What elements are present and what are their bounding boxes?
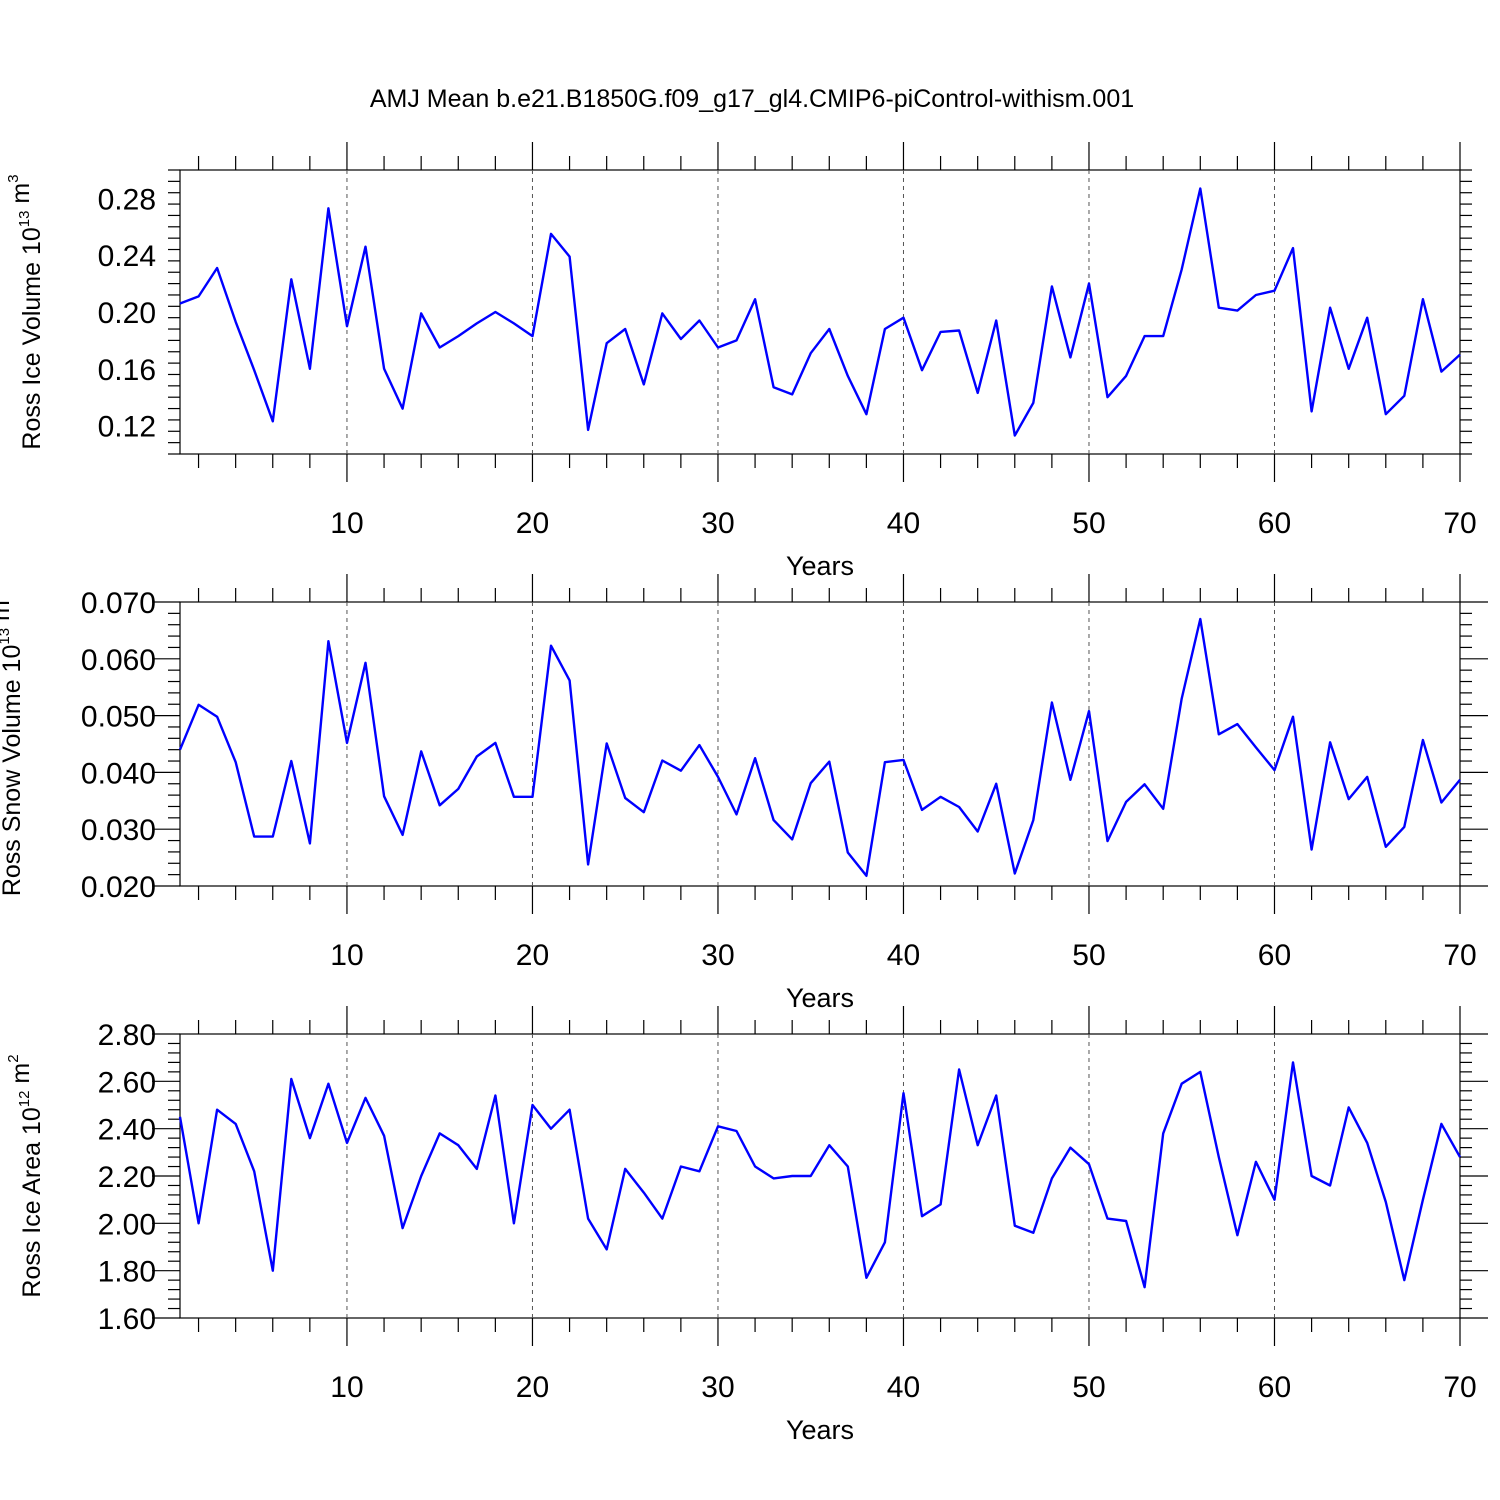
- y-axis-title-part: Ross Snow Volume 10: [0, 645, 26, 897]
- y-tick-label: 1.60: [98, 1303, 156, 1336]
- y-axis-title: Ross Ice Area 1012 m2: [5, 1054, 46, 1297]
- y-axis-title: Ross Ice Volume 1013 m3: [5, 174, 46, 449]
- x-tick-label: 10: [330, 507, 363, 540]
- y-tick-label: 2.40: [98, 1114, 156, 1147]
- panel-2: 0.020 0.030 0.040 0.050 0.060 0.070 10 20 30 40 50…: [0, 574, 1488, 1013]
- x-tick-label: 60: [1258, 507, 1291, 540]
- y-tick-label: 0.050: [81, 701, 156, 734]
- y-tick-label: 0.070: [81, 587, 156, 620]
- y-tick-label: 0.040: [81, 757, 156, 790]
- x-tick-label: 40: [887, 1371, 920, 1404]
- y-tick-label: 2.20: [98, 1161, 156, 1194]
- y-tick-label: 0.28: [98, 183, 156, 216]
- x-axis-title: Years: [786, 983, 854, 1013]
- y-axis-title-superscript: 2: [5, 1054, 22, 1062]
- x-tick-label: 70: [1443, 939, 1476, 972]
- y-axis-title-superscript: 3: [5, 174, 22, 182]
- y-axis-title-part: m: [7, 1063, 35, 1091]
- y-axis-title-part: m: [7, 183, 35, 211]
- plot-frame: [179, 1033, 1461, 1319]
- x-tick-label: 50: [1072, 507, 1105, 540]
- y-tick-label: 1.80: [98, 1256, 156, 1289]
- x-tick-label: 70: [1443, 1371, 1476, 1404]
- y-tick-label: 0.20: [98, 297, 156, 330]
- chart-title: AMJ Mean b.e21.B1850G.f09_g17_gl4.CMIP6-…: [370, 85, 1134, 113]
- panel-1: 0.12 0.16 0.20 0.24 0.28 10 20 30 40 50 60 70 Years R…: [5, 142, 1477, 581]
- x-tick-label: 30: [701, 939, 734, 972]
- y-axis-title-superscript: 3: [0, 592, 2, 600]
- x-tick-label: 20: [516, 507, 549, 540]
- x-tick-label: 70: [1443, 507, 1476, 540]
- y-tick-label: 2.60: [98, 1066, 156, 1099]
- series-line: [178, 1061, 1462, 1289]
- y-axis-title: Ross Snow Volume 1013 m3: [0, 592, 26, 896]
- y-axis-title-superscript: 13: [16, 211, 33, 228]
- y-axis-title-superscript: 12: [16, 1091, 33, 1108]
- x-tick-label: 40: [887, 939, 920, 972]
- x-tick-label: 10: [330, 939, 363, 972]
- x-axis-title: Years: [786, 1415, 854, 1445]
- y-tick-label: 0.020: [81, 871, 156, 904]
- x-tick-label: 50: [1072, 1371, 1105, 1404]
- panel-3: 1.60 1.80 2.00 2.20 2.40 2.60 2.80 10 20 30 40 50 60…: [5, 1006, 1488, 1445]
- x-tick-label: 30: [701, 1371, 734, 1404]
- y-axis-title-part: m: [0, 600, 15, 628]
- x-tick-label: 50: [1072, 939, 1105, 972]
- y-tick-label: 0.030: [81, 814, 156, 847]
- series-line: [179, 187, 1461, 437]
- x-tick-label: 20: [516, 939, 549, 972]
- y-tick-label: 0.24: [98, 240, 156, 273]
- x-tick-label: 60: [1258, 939, 1291, 972]
- x-tick-label: 30: [701, 507, 734, 540]
- y-tick-label: 2.80: [98, 1019, 156, 1052]
- y-axis-title-part: Ross Ice Area 10: [18, 1107, 46, 1297]
- y-tick-label: 2.00: [98, 1208, 156, 1241]
- plot-frame: [179, 169, 1461, 455]
- series-line: [178, 617, 1461, 877]
- x-axis-title: Years: [786, 551, 854, 581]
- x-tick-label: 20: [516, 1371, 549, 1404]
- plot-frame: [179, 601, 1461, 887]
- x-tick-label: 60: [1258, 1371, 1291, 1404]
- x-tick-label: 40: [887, 507, 920, 540]
- y-tick-label: 0.16: [98, 354, 156, 387]
- y-tick-label: 0.12: [98, 411, 156, 444]
- x-tick-label: 10: [330, 1371, 363, 1404]
- y-axis-title-part: Ross Ice Volume 10: [18, 227, 46, 449]
- chart-panels: 0.12 0.16 0.20 0.24 0.28 10 20 30 40 50 60 70 Years R…: [0, 142, 1488, 1445]
- y-axis-title-superscript: 13: [0, 628, 13, 645]
- y-tick-label: 0.060: [81, 644, 156, 677]
